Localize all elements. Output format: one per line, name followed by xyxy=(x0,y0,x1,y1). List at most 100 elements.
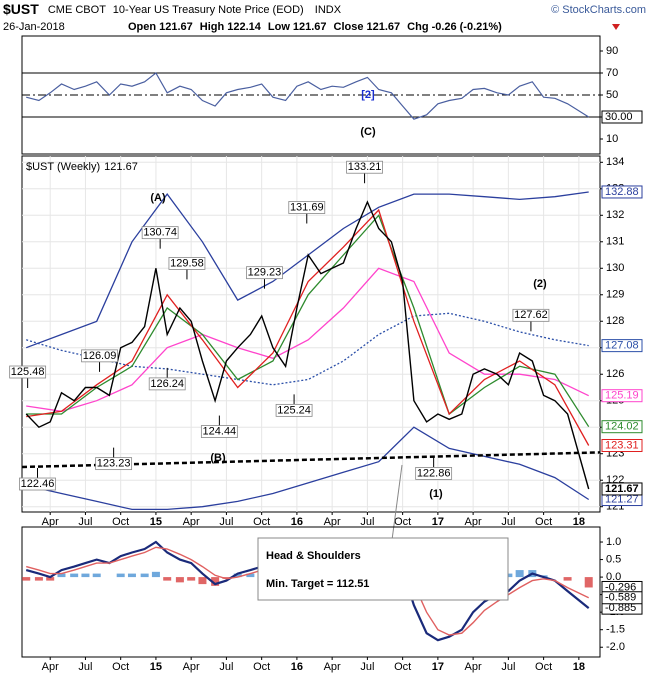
value-box-label: 127.08 xyxy=(605,340,639,352)
peak-box xyxy=(141,226,179,240)
x-tick-label: Oct xyxy=(253,661,270,673)
x-tick-label: 15 xyxy=(150,661,162,673)
indicator-line xyxy=(26,426,590,511)
x-tick-label: 17 xyxy=(432,661,444,673)
x-tick-label: 16 xyxy=(291,516,303,528)
histogram-bar xyxy=(151,571,160,578)
histogram-bar xyxy=(116,573,125,578)
legend: $UST (Weekly) 121.67 xyxy=(26,161,138,173)
x-tick-label: Oct xyxy=(535,661,552,673)
wave-label: (A) xyxy=(150,192,166,204)
peak-label: 129.23 xyxy=(248,267,282,279)
down-arrow xyxy=(612,24,620,30)
value-box xyxy=(601,110,643,124)
histogram-bar xyxy=(127,573,136,578)
y-tick-label: 90 xyxy=(606,45,618,57)
quote-value: 121.67 xyxy=(159,21,193,33)
wave-label: (C) xyxy=(360,126,376,138)
x-tick-label: Apr xyxy=(324,516,341,528)
quote-label: Low xyxy=(268,21,290,33)
quote-line: Open 121.67 High 122.14 Low 121.67 Close 121.67… xyxy=(128,21,502,33)
peak-box xyxy=(512,308,550,322)
x-tick-label: Jul xyxy=(501,661,515,673)
peak-label: 124.44 xyxy=(203,425,237,437)
x-tick-label: Oct xyxy=(112,661,129,673)
quote-label: High xyxy=(200,21,225,33)
x-tick-label: Oct xyxy=(112,516,129,528)
price-line xyxy=(25,200,590,490)
peak-box xyxy=(168,256,206,270)
value-box-label: 30.00 xyxy=(605,111,633,123)
y-tick-label: 50 xyxy=(606,89,618,101)
quote-value: 121.67 xyxy=(293,21,327,33)
x-tick-label: Apr xyxy=(42,516,59,528)
histogram-bar xyxy=(81,573,90,578)
y-tick-label: 1.0 xyxy=(606,536,621,548)
histogram-bar xyxy=(211,577,220,586)
histogram-bar xyxy=(140,573,149,578)
y-tick-label: 128 xyxy=(606,315,624,327)
value-box xyxy=(601,420,643,434)
histogram-bar xyxy=(233,573,242,578)
peak-box xyxy=(200,425,238,438)
peak-box xyxy=(19,477,56,491)
y-tick-label: 130 xyxy=(606,262,624,274)
peak-box xyxy=(148,377,186,391)
y-tick-label: 0.5 xyxy=(606,553,621,565)
peak-label: 126.09 xyxy=(83,350,117,362)
rsi-line xyxy=(26,72,590,120)
panel-frame xyxy=(21,526,601,658)
market: INDX xyxy=(315,4,342,16)
x-tick-label: Oct xyxy=(253,516,270,528)
peak-box xyxy=(346,160,383,174)
callout-text: Min. Target = 112.51 xyxy=(266,578,369,590)
histogram-bar xyxy=(163,577,172,581)
histogram-bar xyxy=(92,573,101,578)
histogram-bar xyxy=(222,577,231,579)
legend-name: $UST (Weekly) xyxy=(26,161,100,173)
x-tick-label: 16 xyxy=(291,661,303,673)
peak-box xyxy=(288,201,326,214)
quote-label: Close xyxy=(334,21,364,33)
value-box xyxy=(601,482,643,496)
value-box xyxy=(601,389,643,403)
value-box-label: 123.31 xyxy=(605,439,639,451)
histogram-bar xyxy=(246,573,255,578)
value-box xyxy=(601,185,643,199)
x-tick-label: Oct xyxy=(394,516,411,528)
histogram-bar xyxy=(70,573,79,578)
wave-label: (1) xyxy=(429,488,443,500)
value-box-label: -0.296 xyxy=(605,581,636,593)
y-tick-label: -2.0 xyxy=(606,641,625,653)
quote-value: -0.26 xyxy=(432,21,457,33)
x-tick-label: Jul xyxy=(501,516,515,528)
indicator-line xyxy=(26,312,589,386)
peak-label: 127.62 xyxy=(514,309,548,321)
x-tick-label: Apr xyxy=(465,661,482,673)
change-percent: (-0.21%) xyxy=(460,21,503,33)
peak-box xyxy=(9,365,47,379)
x-tick-label: 18 xyxy=(573,661,585,673)
watermark: © StockCharts.com xyxy=(551,4,646,16)
value-box-label: 125.19 xyxy=(605,390,639,402)
panel-frame xyxy=(21,155,601,513)
value-box-label: 121.27 xyxy=(605,493,639,505)
histogram-bar xyxy=(22,577,31,581)
peak-box xyxy=(275,403,313,417)
peak-label: 126.24 xyxy=(150,378,184,390)
x-tick-label: 18 xyxy=(573,516,585,528)
y-tick-label: 10 xyxy=(606,133,618,145)
peak-label: 131.69 xyxy=(290,201,324,213)
y-tick-label: 70 xyxy=(606,67,618,79)
x-tick-label: Oct xyxy=(394,661,411,673)
y-tick-label: -1.5 xyxy=(606,624,625,636)
quote-value: 121.67 xyxy=(367,21,401,33)
peak-box xyxy=(95,457,133,471)
legend-value: 121.67 xyxy=(104,161,138,173)
symbol: $UST xyxy=(3,1,39,17)
peak-label: 129.58 xyxy=(170,257,204,269)
peak-label: 122.86 xyxy=(417,467,451,479)
x-tick-label: Apr xyxy=(183,661,200,673)
value-box xyxy=(601,339,643,353)
